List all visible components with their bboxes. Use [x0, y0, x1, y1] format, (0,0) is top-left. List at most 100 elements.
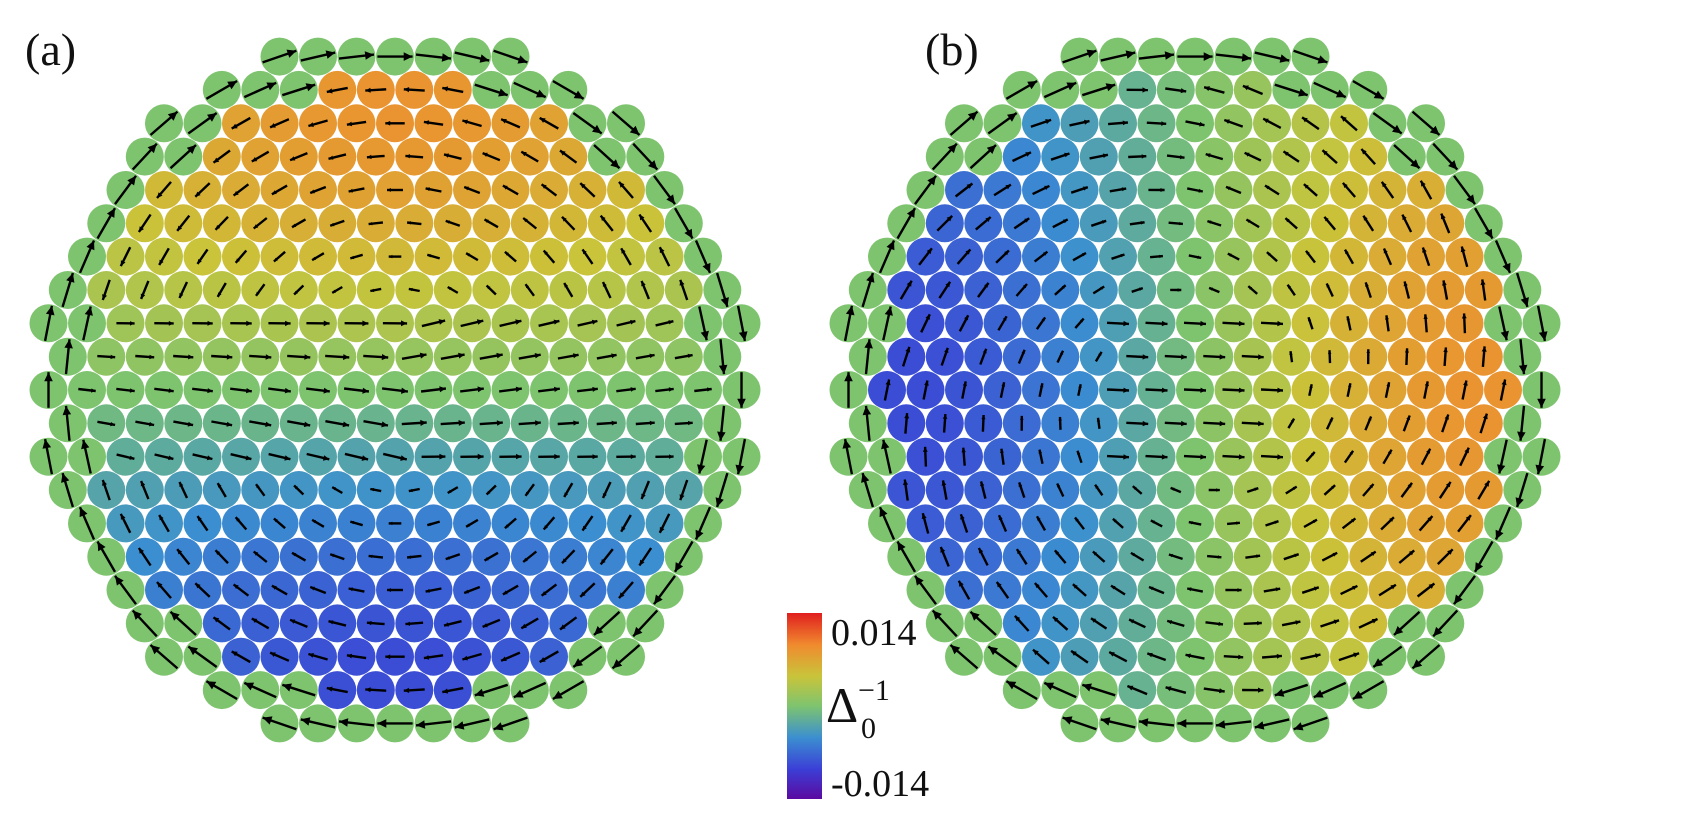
panel-a-arrow-head: [521, 151, 527, 157]
panel-b-particle: [945, 437, 983, 476]
panel-b-arrow-head: [1205, 153, 1211, 158]
panel-b-particle: [1118, 471, 1157, 509]
panel-b-particle: [1291, 37, 1330, 76]
panel-a-arrow-head: [501, 119, 507, 124]
panel-a-arrow-head: [62, 405, 72, 416]
panel-b-arrow-head: [966, 183, 973, 189]
panel-b-arrow-head: [1366, 349, 1371, 353]
panel-a-arrow-head: [573, 420, 579, 426]
panel-a-particle: [337, 637, 376, 676]
panel-a-particle: [587, 604, 626, 643]
panel-b-arrow-head: [1311, 451, 1315, 456]
panel-a-particle: [684, 371, 722, 409]
panel-b-particle: [1118, 337, 1157, 376]
panel-b-particle: [1176, 704, 1214, 743]
panel-b-particle: [1079, 404, 1118, 443]
panel-b-particle: [1137, 371, 1176, 409]
panel-b-particle: [1195, 137, 1234, 176]
panel-a-particle: [125, 137, 164, 176]
panel-a-arrow-head: [482, 623, 488, 628]
panel-a-arrow-head: [560, 150, 566, 156]
panel-b-arrow-head: [1111, 585, 1116, 590]
panel-a-particle: [260, 237, 299, 276]
panel-b-particle: [1253, 437, 1291, 476]
panel-a-particle: [279, 537, 318, 576]
panel-a-arrow-head: [600, 559, 606, 565]
panel-b-particle: [1099, 304, 1137, 343]
panel-a-particle: [318, 337, 357, 376]
panel-a-arrow-head: [308, 122, 314, 127]
panel-a-arrow-head: [266, 82, 277, 91]
panel-a-particle: [491, 304, 530, 343]
panel-b-arrow-head: [1433, 626, 1443, 637]
panel-b-particle: [1368, 571, 1407, 609]
panel-b-particle: [925, 604, 964, 643]
panel-b-particle: [964, 604, 1003, 643]
panel-a-particle: [202, 337, 241, 376]
panel-a-particle: [530, 571, 568, 609]
panel-a-arrow-head: [718, 364, 728, 375]
panel-b-particle: [1041, 271, 1080, 309]
panel-a-particle: [29, 437, 68, 476]
panel-a-particle: [222, 571, 260, 609]
panel-a-particle: [241, 404, 280, 443]
panel-a-particle: [549, 604, 588, 643]
panel-b-particle: [1253, 104, 1291, 143]
panel-b-arrow-head: [1185, 653, 1191, 659]
panel-b-particle: [1272, 404, 1311, 443]
panel-a-particle: [202, 271, 241, 309]
panel-a-arrow-head: [177, 225, 183, 231]
panel-a-particle: [376, 571, 414, 609]
panel-b-particle: [1387, 137, 1426, 176]
panel-b-particle: [1022, 304, 1060, 343]
panel-b-particle: [1156, 70, 1195, 109]
panel-b-particle: [1407, 171, 1445, 209]
panel-b-arrow-head: [941, 480, 947, 486]
panel-b-arrow-head: [1177, 288, 1182, 292]
panel-b-arrow-head: [1139, 718, 1149, 727]
panel-a-arrow-head: [630, 454, 636, 459]
panel-a-arrow-head: [206, 455, 213, 461]
panel-b-particle: [1214, 571, 1253, 609]
panel-b-particle: [925, 137, 964, 176]
panel-b-particle: [1330, 437, 1368, 476]
panel-a-arrow-head: [188, 354, 194, 360]
panel-b-arrow-head: [1461, 313, 1467, 319]
panel-b-arrow-head: [960, 514, 965, 520]
panel-b-particle: [945, 371, 983, 409]
panel-a-arrow-head: [516, 453, 522, 460]
panel-a-particle: [626, 404, 665, 443]
panel-a-arrow-head: [688, 420, 693, 426]
panel-b-particle: [906, 504, 945, 543]
panel-a-arrow-head: [419, 352, 427, 359]
panel-a-arrow-head: [227, 81, 238, 90]
panel-b-particle: [1137, 571, 1176, 609]
panel-a-arrow-head: [687, 353, 693, 358]
panel-a-arrow-head: [464, 186, 469, 191]
panel-a-arrow-head: [231, 651, 238, 657]
panel-a-particle: [106, 504, 145, 543]
panel-b-arrow-head: [1427, 516, 1433, 522]
panel-a-particle: [318, 471, 357, 509]
panel-b-particle: [906, 437, 945, 476]
panel-a-particle: [68, 371, 106, 409]
panel-b-particle: [1387, 537, 1426, 576]
panel-a-arrow-head: [466, 253, 471, 257]
panel-b-arrow-head: [970, 611, 980, 621]
panel-a-particle: [510, 337, 549, 376]
panel-a-arrow-head: [325, 50, 336, 59]
panel-a-particle: [202, 404, 241, 443]
panel-a-arrow-head: [641, 493, 646, 500]
panel-b-particle: [1099, 504, 1137, 543]
panel-b-particle: [983, 304, 1022, 343]
panel-b-arrow-head: [1424, 381, 1429, 387]
panel-a-arrow-head: [290, 156, 296, 161]
panel-a-particle: [356, 204, 395, 243]
panel-a-arrow-head: [364, 51, 374, 60]
panel-b-particle: [964, 137, 1003, 176]
panel-a-particle: [587, 404, 626, 443]
panel-b-particle: [1272, 337, 1311, 376]
panel-b-arrow-head: [1218, 621, 1223, 626]
panel-b-arrow-head: [1283, 151, 1289, 156]
panel-a-particle: [260, 304, 299, 343]
